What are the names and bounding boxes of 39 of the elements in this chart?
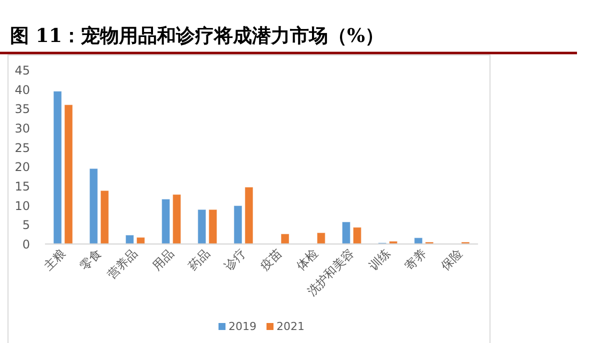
x-tick-label: 疫苗	[258, 246, 285, 274]
x-tick-label: 营养品	[104, 246, 140, 282]
x-tick-label: 保险	[438, 246, 466, 274]
bar	[234, 205, 242, 244]
x-tick-label: 药品	[186, 246, 212, 274]
y-tick-label: 25	[14, 140, 30, 155]
bar	[342, 222, 351, 244]
y-tick-label: 15	[14, 180, 30, 194]
x-tick-label: 体检	[294, 246, 321, 274]
y-tick-label: 45	[14, 64, 30, 78]
bar	[198, 209, 206, 244]
y-tick-label: 0	[22, 238, 30, 252]
bar	[172, 194, 182, 244]
y-tick-label: 35	[14, 102, 30, 116]
bar	[208, 209, 218, 244]
bar	[64, 104, 73, 244]
x-tick-label: 寄养	[402, 246, 429, 274]
bar	[161, 198, 170, 244]
legend-label: 2019	[228, 320, 256, 333]
bar	[100, 190, 109, 244]
x-tick-label: 零食	[77, 246, 104, 274]
bar	[136, 237, 146, 244]
x-tick-label: 主粮	[41, 246, 68, 274]
bar	[53, 90, 62, 244]
y-tick-label: 20	[14, 160, 30, 174]
bar	[89, 168, 98, 244]
y-tick-label: 30	[14, 122, 30, 136]
y-tick-label: 5	[22, 218, 30, 232]
y-tick-label: 10	[14, 198, 30, 213]
x-tick-label: 用品	[150, 246, 176, 274]
bar	[244, 186, 254, 244]
x-tick-label: 训练	[366, 246, 393, 274]
legend-label: 2021	[276, 320, 304, 333]
bar	[280, 234, 290, 244]
bar	[316, 232, 326, 244]
y-tick-label: 40	[14, 82, 30, 97]
bar	[352, 227, 362, 244]
chart-title: 图 11：宠物用品和诊疗将成潜力市场（%）	[10, 25, 384, 47]
x-tick-label: 诊疗	[222, 246, 249, 274]
